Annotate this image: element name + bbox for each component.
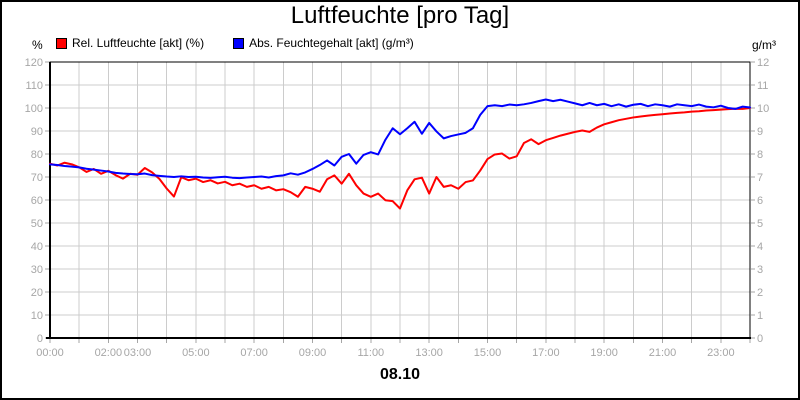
svg-text:11: 11 (757, 80, 768, 92)
svg-text:30: 30 (31, 264, 43, 276)
svg-text:9: 9 (757, 126, 763, 138)
svg-text:50: 50 (31, 218, 43, 230)
legend-label-abs-feuchtegehalt: Abs. Feuchtegehalt [akt] (g/m³) (249, 36, 414, 50)
svg-text:6: 6 (757, 195, 763, 207)
svg-text:00:00: 00:00 (36, 347, 64, 359)
right-axis-unit-label: g/m³ (752, 38, 776, 52)
svg-text:10: 10 (31, 310, 43, 322)
svg-text:12: 12 (757, 57, 769, 69)
svg-text:20: 20 (31, 287, 43, 299)
legend-item-rel-luftfeuchte: Rel. Luftfeuchte [akt] (%) (56, 36, 204, 50)
gridlines (50, 62, 750, 338)
x-axis-date-label: 08.10 (379, 366, 421, 383)
svg-text:100: 100 (25, 103, 43, 115)
svg-text:19:00: 19:00 (590, 347, 618, 359)
series-line-rel-luftfeuchte (49, 107, 751, 210)
legend-swatch-blue-icon (233, 37, 245, 49)
svg-text:7: 7 (757, 172, 763, 184)
svg-text:110: 110 (25, 80, 43, 92)
svg-text:13:00: 13:00 (415, 347, 443, 359)
svg-text:07:00: 07:00 (240, 347, 268, 359)
series-line-abs-feuchtegehalt (49, 98, 751, 180)
legend-item-abs-feuchtegehalt: Abs. Feuchtegehalt [akt] (g/m³) (233, 36, 414, 50)
chart-title: Luftfeuchte [pro Tag] (290, 2, 510, 29)
svg-text:120: 120 (25, 57, 43, 69)
svg-text:8: 8 (757, 149, 763, 161)
svg-text:03:00: 03:00 (124, 347, 152, 359)
svg-text:17:00: 17:00 (532, 347, 560, 359)
svg-text:15:00: 15:00 (474, 347, 502, 359)
svg-text:5: 5 (757, 218, 763, 230)
left-axis-unit-label: % (32, 38, 43, 52)
svg-text:2: 2 (757, 287, 763, 299)
svg-text:0: 0 (757, 333, 763, 345)
svg-text:10: 10 (757, 103, 769, 115)
plot-border (46, 61, 751, 339)
svg-text:70: 70 (31, 172, 43, 184)
legend-swatch-red-icon (56, 37, 67, 49)
svg-text:1: 1 (757, 310, 763, 322)
svg-text:80: 80 (31, 149, 43, 161)
svg-text:40: 40 (31, 241, 43, 253)
svg-text:11:00: 11:00 (357, 347, 384, 359)
svg-text:02:00: 02:00 (95, 347, 123, 359)
legend: Rel. Luftfeuchte [akt] (%) Abs. Feuchteg… (56, 36, 414, 50)
svg-text:3: 3 (757, 264, 763, 276)
svg-text:05:00: 05:00 (182, 347, 210, 359)
svg-text:0: 0 (37, 333, 43, 345)
svg-text:90: 90 (31, 126, 43, 138)
legend-label-rel-luftfeuchte: Rel. Luftfeuchte [akt] (%) (72, 36, 205, 50)
svg-text:21:00: 21:00 (649, 347, 677, 359)
svg-text:60: 60 (31, 195, 43, 207)
svg-text:23:00: 23:00 (707, 347, 735, 359)
svg-text:4: 4 (757, 241, 763, 253)
axis-ticks-and-labels: 0102030405060708090100110120012345678910… (25, 57, 770, 359)
svg-text:09:00: 09:00 (299, 347, 327, 359)
